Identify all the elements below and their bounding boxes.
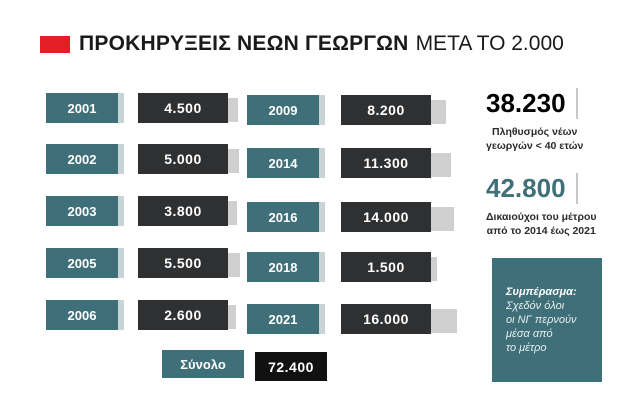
year-label: 2006 (46, 300, 124, 330)
value-label: 5.500 (138, 248, 228, 278)
stat-description-line: γεωργών < 40 ετών (486, 140, 584, 152)
value-label: 16.000 (341, 304, 431, 334)
year-label: 2009 (247, 95, 325, 125)
stat-description-line: Δικαιούχοι του μέτρου (486, 211, 597, 223)
value-label: 3.800 (138, 196, 228, 226)
total-label: Σύνολο (162, 350, 244, 378)
value-label: 14.000 (341, 202, 431, 232)
conclusion-line: μέσα από (506, 328, 553, 340)
stat-description-line: Πληθυσμός νέων (492, 126, 578, 138)
red-square-icon (40, 35, 70, 53)
title-light: ΜΕΤΑ ΤΟ 2.000 (415, 32, 564, 55)
year-label: 2021 (247, 304, 325, 334)
year-label: 2018 (247, 252, 325, 282)
chart-row: 2006 2.600 (46, 300, 276, 330)
chart-row: 2005 5.500 (46, 248, 276, 278)
year-label: 2002 (46, 144, 124, 174)
title-bold: ΠΡΟΚΗΡΥΞΕΙΣ ΝΕΩΝ ΓΕΩΡΓΩΝ (79, 32, 409, 55)
conclusion-line: οι ΝΓ περνούν (506, 314, 577, 326)
header: ΠΡΟΚΗΡΥΞΕΙΣ ΝΕΩΝ ΓΕΩΡΓΩΝ ΜΕΤΑ ΤΟ 2.000 (40, 31, 564, 57)
value-label: 4.500 (138, 93, 228, 123)
stat-young-farmers: 38.230 Πληθυσμός νέων γεωργών < 40 ετών (486, 88, 583, 153)
year-label: 2003 (46, 196, 124, 226)
year-label: 2001 (46, 93, 124, 123)
stat-description: Πληθυσμός νέων γεωργών < 40 ετών (486, 125, 583, 153)
value-label: 8.200 (341, 95, 431, 125)
chart-row: 2003 3.800 (46, 196, 276, 226)
chart-row: 2002 5.000 (46, 144, 276, 174)
stat-description: Δικαιούχοι του μέτρου από το 2014 έως 20… (486, 210, 597, 238)
stat-number: 38.230 (486, 88, 578, 119)
year-label: 2005 (46, 248, 124, 278)
chart-row: 2014 11.300 (247, 148, 477, 178)
conclusion-body: Σχεδόν όλοι οι ΝΓ περνούν μέσα από το μέ… (506, 299, 592, 355)
chart-row: 2001 4.500 (46, 93, 276, 123)
value-label: 2.600 (138, 300, 228, 330)
total-value: 72.400 (255, 352, 327, 381)
conclusion-line: το μέτρο (506, 342, 547, 354)
conclusion-line: Σχεδόν όλοι (506, 300, 565, 312)
stat-number: 42.800 (486, 173, 578, 204)
chart-row: 2018 1.500 (247, 252, 477, 282)
conclusion-box: Συμπέρασμα: Σχεδόν όλοι οι ΝΓ περνούν μέ… (492, 258, 602, 382)
value-label: 5.000 (138, 144, 228, 174)
value-label: 11.300 (341, 148, 431, 178)
chart-row: 2016 14.000 (247, 202, 477, 232)
stat-description-line: από το 2014 έως 2021 (486, 225, 596, 237)
year-label: 2016 (247, 202, 325, 232)
chart-row: 2021 16.000 (247, 304, 477, 334)
stat-beneficiaries: 42.800 Δικαιούχοι του μέτρου από το 2014… (486, 173, 597, 238)
chart-row: 2009 8.200 (247, 95, 477, 125)
value-label: 1.500 (341, 252, 431, 282)
year-label: 2014 (247, 148, 325, 178)
conclusion-title: Συμπέρασμα: (506, 286, 577, 298)
